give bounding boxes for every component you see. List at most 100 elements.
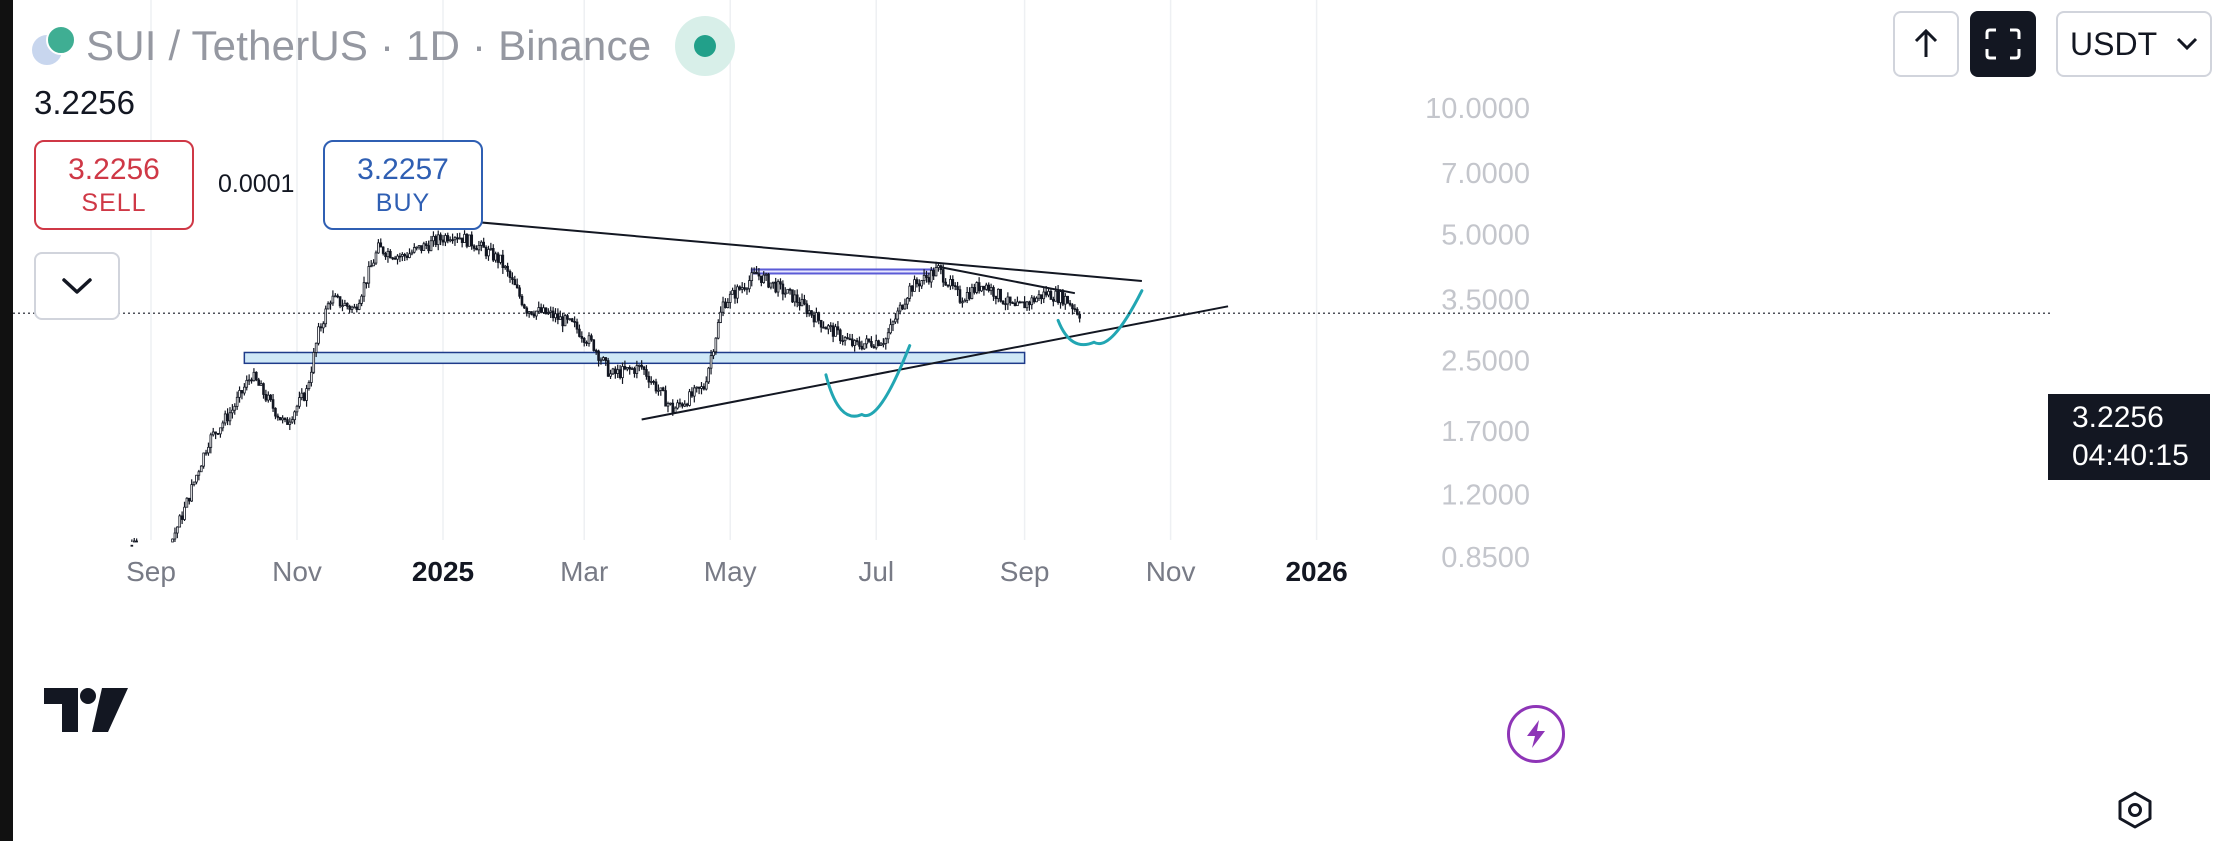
candle-body [704, 381, 708, 390]
candle-body [176, 526, 179, 534]
candle-body [733, 289, 737, 299]
candle-body [738, 286, 742, 290]
candle-body [994, 295, 998, 300]
candle-body [281, 417, 284, 421]
candle-body [496, 253, 500, 263]
candle-body [228, 412, 232, 422]
candle-body [288, 421, 292, 425]
secondary-resistance-line [940, 266, 1076, 295]
grid [150, 0, 1318, 540]
time-axis-label: Sep [126, 556, 176, 587]
currency-select[interactable]: USDT [2056, 11, 2212, 77]
candle-body [379, 242, 383, 248]
candle-body [389, 250, 392, 259]
candle-body [654, 381, 658, 392]
gear-hexagon-icon[interactable] [2115, 790, 2155, 830]
cup-curve-2 [1056, 289, 1144, 347]
candle-body [693, 387, 696, 397]
candle-body [597, 350, 600, 361]
candle-body [865, 338, 868, 345]
candle-body [405, 255, 409, 258]
price-axis-label: 7.0000 [1441, 158, 1530, 190]
spread-value: 0.0001 [218, 170, 295, 198]
candle-body [240, 390, 244, 394]
candle-body [293, 411, 296, 421]
time-axis[interactable]: Sep Nov 2025 Mar May Jul Sep Nov 2026 [126, 556, 1348, 587]
candle-body [319, 326, 323, 329]
candle-body [913, 279, 916, 292]
time-axis-label: Sep [1000, 556, 1050, 587]
candle-body [669, 402, 672, 405]
candle-body [678, 402, 682, 405]
candle-body [628, 367, 631, 370]
buy-button[interactable]: 3.2257 BUY [323, 140, 483, 230]
candle-body [961, 301, 964, 304]
candle-body [257, 379, 261, 386]
candle-body [716, 322, 720, 339]
candle-body [781, 283, 785, 295]
tradingview-logo-icon[interactable] [44, 688, 128, 732]
collapse-button[interactable] [34, 252, 120, 320]
candle-body [659, 387, 663, 391]
candle-body [944, 281, 947, 286]
candles [130, 230, 1081, 547]
candle-body [786, 288, 789, 294]
candle-body [563, 315, 567, 327]
candle-body [396, 255, 399, 260]
candle-body [1049, 290, 1053, 300]
candle-body [760, 275, 763, 283]
drawing-layer-front[interactable] [426, 216, 1229, 421]
candle-body [508, 270, 512, 278]
candle-body [554, 313, 557, 319]
candle-body [491, 248, 495, 261]
candle-body [456, 237, 459, 240]
candle-body [484, 246, 488, 257]
candle-body [877, 340, 880, 346]
scroll-up-button[interactable] [1893, 11, 1959, 77]
candle-body [1044, 291, 1048, 296]
candle-body [185, 497, 189, 508]
candle-body [609, 373, 612, 377]
sell-button[interactable]: 3.2256 SELL [34, 140, 194, 230]
candle-body [207, 446, 210, 454]
candle-body [568, 318, 572, 321]
candle-body [573, 321, 576, 323]
candle-body [726, 302, 730, 309]
candle-body [566, 315, 569, 320]
lightning-button[interactable] [1507, 705, 1565, 763]
candle-body [621, 366, 624, 379]
candle-body [824, 327, 828, 330]
candle-body [384, 253, 387, 258]
candle-body [436, 234, 440, 245]
candle-body [661, 387, 665, 391]
candle-body [544, 307, 548, 315]
candle-body [783, 292, 787, 295]
price-axis[interactable]: 10.0000 7.0000 5.0000 3.5000 2.5000 1.7000 1.2… [1425, 93, 1530, 574]
symbol-title[interactable]: SUI / TetherUS · 1D · Binance [86, 22, 652, 69]
candle-body [906, 297, 909, 305]
candle-body [195, 474, 198, 483]
sell-label: SELL [81, 189, 147, 217]
candle-body [503, 265, 507, 268]
candle-body [891, 321, 895, 326]
candle-body [594, 350, 598, 352]
candle-body [1040, 294, 1043, 300]
candle-body [374, 252, 378, 264]
chart-area[interactable]: 10.0000 7.0000 5.0000 3.5000 2.5000 1.7000 1.2… [13, 0, 2223, 841]
candle-body [482, 241, 485, 248]
candle-body [506, 265, 509, 272]
candle-body [417, 245, 421, 248]
candle-body [408, 253, 411, 258]
candle-body [472, 245, 476, 249]
chevron-down-icon [62, 278, 92, 294]
time-axis-label: Jul [858, 556, 894, 587]
candle-body [860, 345, 864, 350]
price-chart[interactable]: 10.0000 7.0000 5.0000 3.5000 2.5000 1.7000 1.2… [13, 0, 2223, 841]
candle-body [688, 391, 691, 406]
candle-body [290, 419, 294, 423]
candle-body [300, 392, 304, 399]
candle-body [616, 369, 620, 374]
candle-body [386, 250, 390, 258]
fullscreen-button[interactable] [1970, 11, 2036, 77]
candle-body [190, 484, 193, 502]
